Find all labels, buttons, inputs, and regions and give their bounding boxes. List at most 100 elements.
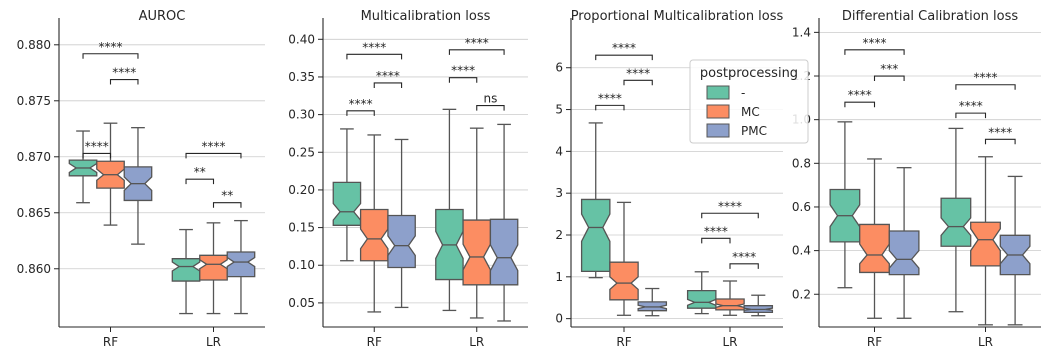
box-RF-none: [332, 128, 362, 262]
bracket-line: [595, 104, 625, 111]
y-tick-label: 0.20: [288, 183, 315, 197]
significance-bracket: ****: [373, 69, 403, 88]
significance-bracket: ****: [955, 71, 1016, 90]
significance-label: ****: [626, 66, 650, 80]
box-RF-PMC: [637, 287, 668, 317]
y-tick-label: 0.25: [288, 145, 315, 159]
box-LR-PMC: [226, 219, 256, 315]
y-tick-label: 0.2: [792, 287, 811, 301]
x-tick-label: LR: [978, 335, 993, 349]
bracket-line: [873, 75, 905, 82]
significance-label: ns: [483, 92, 497, 106]
y-tick-label: 0.40: [288, 32, 315, 46]
bracket-line: [623, 79, 653, 86]
box-body: [226, 251, 256, 278]
significance-bracket: ****: [448, 64, 478, 83]
bracket-line: [955, 112, 987, 119]
box-RF-MC: [359, 134, 389, 313]
legend-swatch: [706, 123, 730, 138]
significance-bracket: ****: [82, 139, 112, 159]
bracket-line: [109, 78, 139, 85]
significance-bracket: ****: [595, 91, 625, 111]
legend-label: PMC: [741, 124, 767, 138]
significance-label: ****: [85, 139, 109, 153]
significance-bracket: ****: [729, 250, 759, 269]
significance-label: ****: [451, 64, 475, 78]
box-body: [489, 218, 519, 286]
legend-label: -: [741, 86, 745, 100]
bracket-line: [185, 178, 215, 185]
significance-bracket: ****: [844, 36, 905, 55]
significance-bracket: ****: [448, 36, 505, 55]
box-RF-none: [580, 122, 611, 279]
x-tick-label: LR: [469, 335, 484, 349]
box-LR-MC: [715, 280, 745, 316]
y-tick-label: 5: [555, 103, 563, 117]
bracket-line: [346, 53, 403, 60]
bracket-line: [476, 105, 505, 111]
significance-bracket: ****: [595, 41, 653, 61]
box-RF-MC: [859, 158, 890, 319]
significance-bracket: ****: [984, 125, 1016, 145]
y-tick-label: 0.05: [288, 296, 315, 310]
y-tick-label: 0: [555, 312, 563, 326]
x-tick-label: LR: [206, 335, 221, 349]
bracket-line: [448, 77, 478, 83]
box-LR-PMC: [489, 123, 519, 322]
legend-label: MC: [741, 105, 760, 119]
x-tick-label: LR: [722, 335, 737, 349]
box-body: [859, 223, 890, 274]
bracket-line: [701, 237, 731, 244]
panel-title: Multicalibration loss: [361, 9, 491, 24]
box-body: [332, 181, 362, 226]
box-body: [462, 219, 492, 286]
y-tick-label: 0.880: [17, 38, 51, 52]
bracket-line: [82, 53, 139, 59]
panel-2: 0.05 0.10 0.15 0.20 0.25 0.30 0.35 0.40 Multical…: [288, 9, 528, 349]
box-RF-MC: [96, 122, 125, 226]
legend-swatch: [706, 104, 730, 119]
bracket-line: [844, 101, 876, 108]
significance-label: ***: [880, 62, 898, 76]
significance-label: ****: [598, 91, 622, 105]
significance-bracket: **: [212, 189, 242, 208]
x-tick-label: RF: [867, 335, 882, 349]
box-RF-PMC: [387, 138, 416, 309]
significance-bracket: ****: [701, 224, 731, 244]
significance-bracket: ****: [185, 139, 242, 159]
significance-label: **: [221, 189, 233, 203]
significance-label: **: [194, 165, 206, 179]
bracket-line: [373, 82, 403, 88]
box-LR-none: [435, 108, 464, 312]
y-tick-label: 0.865: [17, 206, 51, 220]
box-body: [609, 261, 639, 301]
bracket-line: [844, 49, 905, 55]
y-tick-label: 0.870: [17, 150, 51, 164]
significance-bracket: ****: [623, 66, 653, 86]
box-RF-none: [829, 121, 861, 289]
y-tick-label: 0.6: [792, 200, 811, 214]
box-body: [171, 258, 201, 282]
significance-label: ****: [465, 36, 489, 50]
box-body: [686, 289, 717, 309]
box-body: [580, 198, 611, 273]
x-tick-label: RF: [103, 335, 118, 349]
significance-label: ****: [704, 224, 728, 238]
y-tick-label: 0.15: [288, 221, 315, 235]
y-tick-label: 2: [555, 228, 563, 242]
box-body: [359, 208, 389, 262]
significance-label: ****: [202, 139, 226, 153]
significance-bracket: ns: [476, 92, 505, 111]
y-tick-label: 6: [555, 61, 563, 75]
significance-bracket: **: [185, 165, 215, 185]
box-LR-MC: [970, 156, 1001, 326]
legend-frame: [689, 59, 809, 144]
y-tick-label: 0.8: [792, 156, 811, 170]
panel-title: AUROC: [139, 9, 186, 24]
significance-bracket: ****: [701, 199, 759, 219]
box-RF-MC: [609, 201, 639, 316]
panel-title: Proportional Multicalibration loss: [571, 9, 784, 24]
